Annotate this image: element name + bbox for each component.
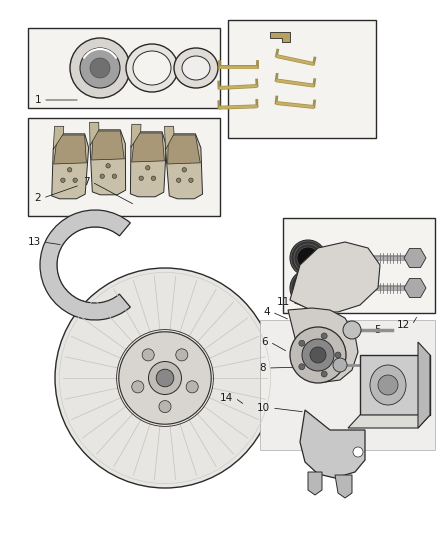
Text: 14: 14 [220,393,233,403]
Circle shape [90,58,110,78]
Polygon shape [348,415,430,428]
Circle shape [43,260,53,270]
Circle shape [329,246,347,264]
Text: 15: 15 [307,263,320,273]
Circle shape [176,349,188,361]
Polygon shape [54,135,86,164]
Bar [228,20,376,138]
Circle shape [333,358,347,372]
Wedge shape [40,210,131,320]
Ellipse shape [133,51,171,85]
Text: 2: 2 [34,193,41,203]
Text: 12: 12 [397,320,410,330]
Circle shape [148,361,181,394]
Circle shape [61,178,65,182]
Polygon shape [53,126,64,149]
Polygon shape [288,308,358,382]
Circle shape [321,371,327,377]
Circle shape [70,38,130,98]
Circle shape [297,277,319,299]
Circle shape [177,178,181,182]
Circle shape [299,364,305,370]
Circle shape [142,349,154,361]
Polygon shape [360,355,430,415]
Polygon shape [260,320,435,450]
Circle shape [302,339,334,371]
Ellipse shape [182,56,210,80]
Polygon shape [132,133,164,162]
Text: 13: 13 [28,237,41,247]
Circle shape [119,332,211,424]
Polygon shape [418,342,430,428]
Circle shape [145,166,150,170]
Ellipse shape [370,365,406,405]
Circle shape [55,268,275,488]
Circle shape [290,270,326,306]
Circle shape [71,302,80,312]
Circle shape [299,340,305,346]
Polygon shape [89,122,99,146]
Circle shape [132,381,144,393]
Text: 1: 1 [34,95,41,105]
Circle shape [343,321,361,339]
Circle shape [182,167,187,172]
Text: 9: 9 [396,368,403,378]
Circle shape [159,401,171,413]
Text: 5: 5 [374,325,381,335]
Circle shape [353,447,363,457]
Circle shape [112,174,117,179]
Circle shape [321,333,327,339]
Ellipse shape [126,44,178,92]
Circle shape [156,369,174,387]
Polygon shape [308,472,322,495]
Circle shape [110,302,120,312]
Circle shape [67,167,72,172]
Text: 6: 6 [261,337,268,347]
Polygon shape [92,131,124,160]
Circle shape [310,347,326,363]
Text: 4: 4 [263,307,270,317]
Circle shape [80,48,120,88]
Text: 3: 3 [326,267,333,277]
Polygon shape [166,134,202,199]
Text: 11: 11 [277,297,290,307]
Circle shape [290,240,326,276]
Text: 7: 7 [83,177,90,187]
Polygon shape [270,32,290,42]
Text: 8: 8 [259,363,266,373]
Circle shape [106,164,110,168]
Polygon shape [290,242,380,312]
Circle shape [189,178,193,182]
Circle shape [297,247,319,269]
Circle shape [333,250,343,260]
Polygon shape [164,126,174,149]
Circle shape [290,327,346,383]
Bar [28,118,220,216]
Ellipse shape [174,48,218,88]
Circle shape [151,176,155,181]
Circle shape [73,178,78,182]
Polygon shape [52,134,88,199]
Circle shape [139,176,143,181]
Circle shape [186,381,198,393]
Polygon shape [335,475,352,498]
Bar [283,218,435,313]
Text: 10: 10 [257,403,270,413]
Circle shape [335,352,341,358]
Polygon shape [168,135,200,164]
Polygon shape [300,410,365,478]
Bar [28,28,220,108]
Polygon shape [131,132,166,197]
Polygon shape [90,130,126,195]
Polygon shape [131,124,141,148]
Circle shape [378,375,398,395]
Circle shape [100,174,104,179]
